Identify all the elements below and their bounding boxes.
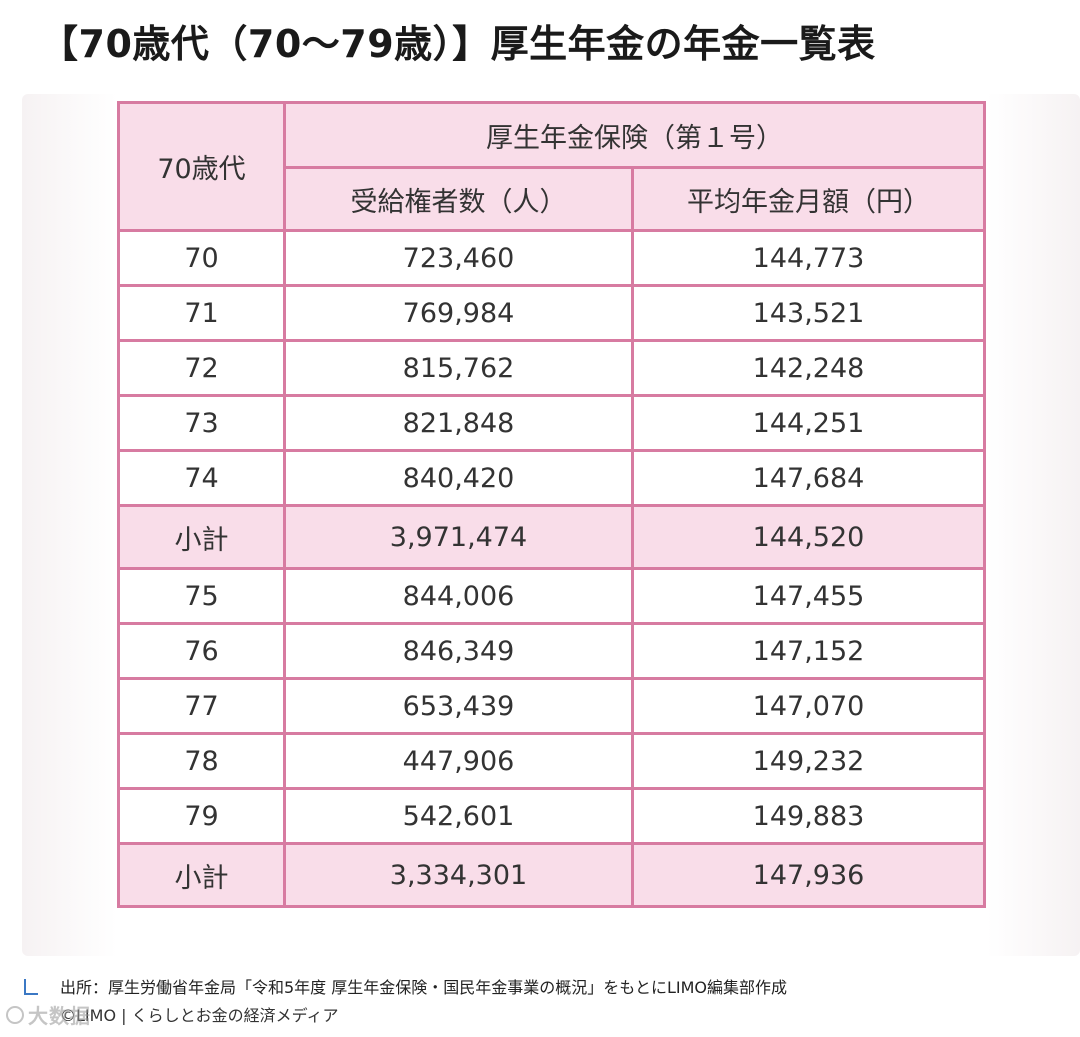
average-pension-cell: 144,251 [631, 394, 986, 452]
recipients-cell: 769,984 [283, 284, 634, 342]
age-cell: 小計 [117, 504, 286, 570]
reply-corner-icon [24, 979, 38, 995]
table-row: 76 846,349 147,152 [117, 622, 986, 680]
age-cell: 72 [117, 339, 286, 397]
recipients-cell: 815,762 [283, 339, 634, 397]
pension-type-header: 厚生年金保険（第１号） [283, 101, 986, 169]
age-cell: 77 [117, 677, 286, 735]
average-pension-cell: 143,521 [631, 284, 986, 342]
table-row: 71 769,984 143,521 [117, 284, 986, 342]
copyright-text: ©LIMO | くらしとお金の経済メディア [60, 1006, 339, 1025]
table-body: 70 723,460 144,773 71 769,984 143,521 72 815,76… [117, 229, 986, 908]
age-cell: 78 [117, 732, 286, 790]
page-title: 【70歳代（70〜79歳）】厚生年金の年金一覧表 [40, 22, 876, 66]
watermark-text: 大数据 [28, 1004, 91, 1028]
age-cell: 小計 [117, 842, 286, 908]
table-row: 75 844,006 147,455 [117, 567, 986, 625]
average-pension-cell: 144,520 [631, 504, 986, 570]
table-row: 70 723,460 144,773 [117, 229, 986, 287]
age-group-header: 70歳代 [117, 101, 286, 232]
average-pension-cell: 147,070 [631, 677, 986, 735]
table-row: 73 821,848 144,251 [117, 394, 986, 452]
age-cell: 79 [117, 787, 286, 845]
recipients-cell: 846,349 [283, 622, 634, 680]
average-pension-column-header: 平均年金月額（円） [631, 166, 986, 232]
recipients-cell: 723,460 [283, 229, 634, 287]
table-row: 74 840,420 147,684 [117, 449, 986, 507]
age-cell: 73 [117, 394, 286, 452]
subtotal-row: 小計 3,971,474 144,520 [117, 504, 986, 570]
watermark: 大数据 [6, 1000, 91, 1029]
average-pension-cell: 149,232 [631, 732, 986, 790]
recipients-cell: 840,420 [283, 449, 634, 507]
recipients-cell: 542,601 [283, 787, 634, 845]
recipients-cell: 447,906 [283, 732, 634, 790]
pension-table: 70歳代 厚生年金保険（第１号） 受給権者数（人） 平均年金月額（円） 70 72… [117, 101, 986, 908]
watermark-logo-icon [6, 1006, 24, 1024]
recipients-cell: 3,334,301 [283, 842, 634, 908]
recipients-cell: 821,848 [283, 394, 634, 452]
table-row: 79 542,601 149,883 [117, 787, 986, 845]
age-cell: 70 [117, 229, 286, 287]
source-text: 出所：厚生労働省年金局「令和5年度 厚生年金保険・国民年金事業の概況」をもとにL… [60, 978, 787, 997]
age-cell: 75 [117, 567, 286, 625]
recipients-cell: 844,006 [283, 567, 634, 625]
average-pension-cell: 149,883 [631, 787, 986, 845]
age-cell: 74 [117, 449, 286, 507]
table-row: 77 653,439 147,070 [117, 677, 986, 735]
average-pension-cell: 147,455 [631, 567, 986, 625]
average-pension-cell: 144,773 [631, 229, 986, 287]
average-pension-cell: 147,152 [631, 622, 986, 680]
average-pension-cell: 147,936 [631, 842, 986, 908]
age-cell: 71 [117, 284, 286, 342]
recipients-column-header: 受給権者数（人） [283, 166, 634, 232]
recipients-cell: 3,971,474 [283, 504, 634, 570]
subtotal-row: 小計 3,334,301 147,936 [117, 842, 986, 908]
source-note: 出所：厚生労働省年金局「令和5年度 厚生年金保険・国民年金事業の概況」をもとにL… [24, 974, 787, 998]
table-row: 72 815,762 142,248 [117, 339, 986, 397]
table-row: 78 447,906 149,232 [117, 732, 986, 790]
average-pension-cell: 142,248 [631, 339, 986, 397]
recipients-cell: 653,439 [283, 677, 634, 735]
average-pension-cell: 147,684 [631, 449, 986, 507]
age-cell: 76 [117, 622, 286, 680]
